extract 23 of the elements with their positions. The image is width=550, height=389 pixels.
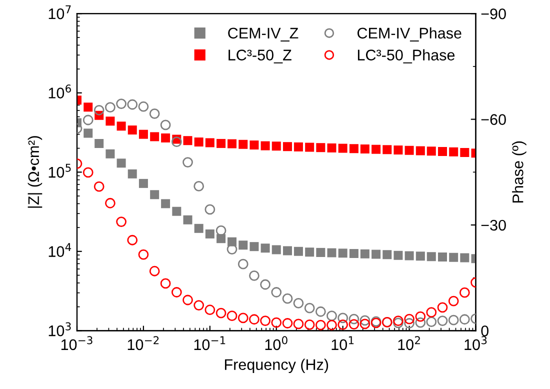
y-tick-label: 10$^{5}$ [48,164,71,178]
x-tick-label: 10$^{−2}$ [128,336,159,350]
legend-label: CEM-IV_Z [228,28,298,42]
y2-tick-label: −90 [481,8,506,20]
x-tick-label: 10$^{−1}$ [194,336,226,350]
y-tick-label: 10$^{3}$ [48,322,71,336]
x-tick-label: 10$^{1}$ [332,336,354,350]
y2-tick-label: −60 [481,114,506,125]
x-tick-label: 10$^{0}$ [265,336,288,350]
y-axis-title: |Z| (Ω•cm²) [28,136,42,208]
x-tick-label: 10$^{2}$ [398,336,420,350]
legend-label: LC³-50_Phase [358,49,455,64]
legend-label: CEM-IV_Phase [357,27,462,42]
x-axis-title: Frequency (Hz) [224,358,328,374]
y-tick-label: 10$^{7}$ [48,5,71,20]
x-tick-label: 10$^{3}$ [464,336,487,350]
y2-tick-label: −30 [481,220,506,231]
y2-axis-title: Phase (º) [512,141,526,203]
y-tick-label: 10$^{6}$ [48,84,71,98]
legend-label: LC³-50_Z [228,50,292,64]
x-tick-label: 10$^{−3}$ [61,336,92,350]
y2-tick-label: 0 [481,326,489,336]
y-tick-label: 10$^{4}$ [48,243,72,257]
